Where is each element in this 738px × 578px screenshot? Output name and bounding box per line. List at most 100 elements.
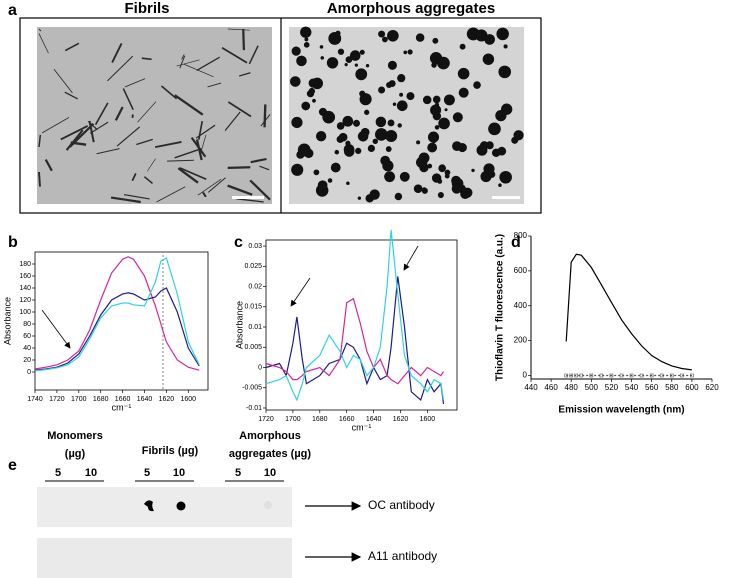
- x-tick-label: 600: [685, 383, 699, 392]
- aggregate: [364, 109, 370, 115]
- fibril: [259, 165, 270, 171]
- fibril: [116, 126, 141, 147]
- point: [589, 373, 594, 378]
- aggregate: [482, 53, 495, 65]
- blot: [37, 487, 292, 527]
- aggregate: [387, 29, 399, 42]
- series-line: [565, 253, 692, 371]
- panel-label: a: [8, 2, 17, 19]
- series-line: [34, 256, 200, 371]
- x-tick-label: 1720: [49, 396, 65, 403]
- series-line: [265, 297, 445, 385]
- amount-label: 10: [264, 467, 276, 479]
- aggregate: [438, 164, 447, 173]
- y-tick-label: 0.015: [244, 304, 262, 311]
- aggregate: [496, 27, 509, 41]
- x-tick-label: 500: [585, 383, 599, 392]
- y-axis-label: Thioflavin T fluorescence (a.u.): [495, 234, 506, 381]
- aggregate: [334, 149, 340, 155]
- image-title: Fibrils: [124, 0, 169, 17]
- aggregate: [354, 63, 358, 67]
- fibril: [137, 101, 157, 123]
- aggregate: [300, 26, 312, 38]
- point: [569, 373, 574, 378]
- aggregate: [378, 30, 386, 38]
- amount-label: 5: [144, 467, 150, 479]
- fibril: [38, 134, 42, 148]
- aggregate: [357, 196, 362, 200]
- y-tick-label: 40: [23, 345, 31, 352]
- fibril: [160, 85, 178, 100]
- fibril: [198, 120, 204, 140]
- aggregate: [503, 44, 508, 49]
- blot-spot: [144, 500, 154, 512]
- aggregate: [388, 80, 396, 87]
- fibril: [38, 33, 49, 54]
- x-tick-label: 1600: [181, 396, 197, 403]
- aggregate: [315, 131, 327, 142]
- y-tick-label: 160: [19, 273, 31, 280]
- panel-label: b: [8, 234, 18, 251]
- aggregate: [375, 116, 387, 128]
- aggregate: [437, 178, 443, 184]
- y-tick-label: 180: [19, 261, 31, 268]
- fibril: [90, 121, 109, 134]
- aggregate: [326, 57, 339, 69]
- fibril: [124, 78, 146, 88]
- fibril: [199, 134, 207, 155]
- aggregate: [501, 103, 513, 115]
- aggregate: [432, 95, 441, 104]
- fibril: [177, 167, 199, 184]
- x-tick-label: 1640: [137, 396, 153, 403]
- fibril: [65, 129, 84, 151]
- aggregate: [382, 36, 388, 43]
- point: [669, 373, 674, 378]
- fibril: [242, 28, 246, 51]
- aggregate: [406, 92, 415, 101]
- x-tick-label: 1700: [71, 396, 87, 403]
- fibril: [111, 43, 123, 64]
- x-tick-label: 440: [524, 383, 538, 392]
- aggregate: [457, 67, 470, 80]
- fibril: [38, 28, 42, 32]
- fibril: [248, 45, 259, 65]
- y-tick-label: 140: [19, 285, 31, 292]
- y-tick-label: 0.005: [244, 344, 262, 351]
- point: [659, 373, 664, 378]
- aggregate: [399, 171, 410, 182]
- y-tick-label: 0.03: [248, 243, 262, 250]
- y-tick-label: 20: [23, 357, 31, 364]
- fibril: [114, 106, 124, 121]
- amount-label: 5: [55, 467, 61, 479]
- aggregate: [465, 189, 469, 194]
- aggregate: [355, 147, 362, 155]
- y-axis-label: Absorbance: [234, 301, 244, 349]
- aggregate: [365, 64, 370, 68]
- fibril: [207, 82, 222, 88]
- fibril: [60, 125, 89, 141]
- x-tick-label: 1680: [312, 416, 328, 423]
- arrow: [41, 309, 71, 349]
- aggregate: [422, 187, 427, 191]
- fibril: [227, 101, 252, 118]
- fibril: [179, 55, 186, 69]
- group-label: Amorphous: [239, 430, 301, 442]
- y-tick-label: 0.01: [248, 324, 262, 331]
- x-tick-label: 1680: [93, 396, 109, 403]
- x-tick-label: 1660: [339, 416, 355, 423]
- x-axis-label: cm⁻¹: [112, 402, 132, 412]
- plot-frame: [34, 251, 209, 391]
- x-tick-label: 1740: [27, 396, 43, 403]
- y-tick-label: 80: [23, 321, 31, 328]
- fibril: [227, 184, 253, 196]
- fibril: [249, 179, 271, 201]
- x-tick-label: 460: [544, 383, 558, 392]
- x-tick-label: 1660: [115, 396, 131, 403]
- fibril: [107, 55, 134, 82]
- fibril: [181, 54, 185, 60]
- aggregate: [367, 144, 375, 152]
- aggregate: [471, 168, 475, 173]
- y-tick-label: -0.005: [242, 385, 262, 392]
- aggregate: [497, 146, 507, 156]
- aggregate: [427, 163, 433, 169]
